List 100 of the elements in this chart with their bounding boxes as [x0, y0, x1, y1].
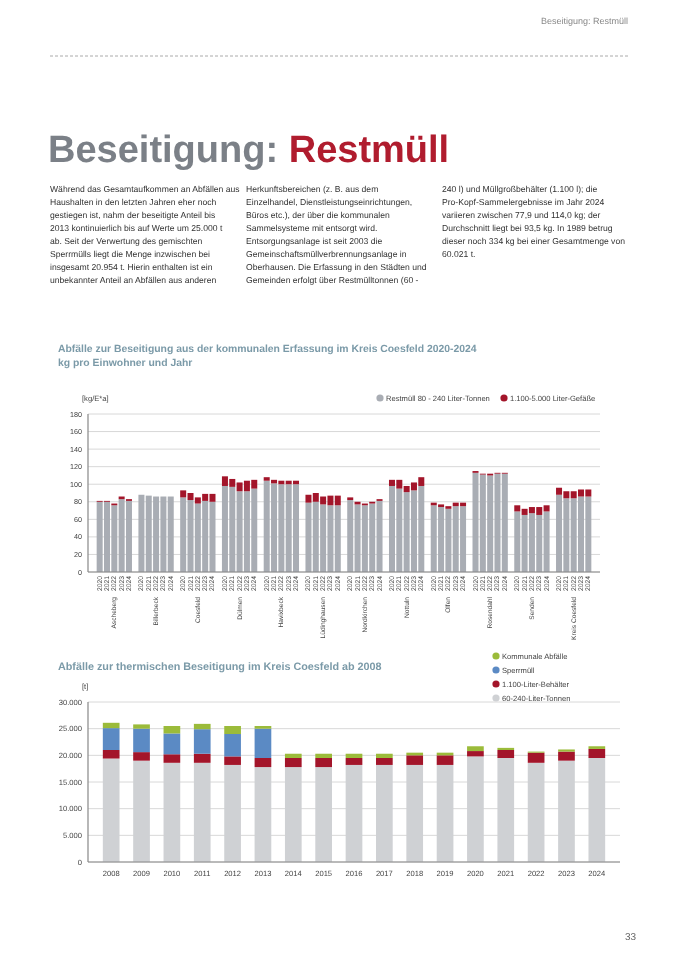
bar: [236, 482, 243, 492]
bar: [202, 500, 209, 572]
bar: [497, 750, 515, 758]
bar: [133, 728, 150, 753]
bar: [193, 723, 211, 730]
text: Beseitigung: Restmüll: [48, 130, 450, 172]
bar: [403, 492, 410, 572]
bar: [194, 497, 201, 504]
bar: [229, 478, 236, 487]
bar: [388, 485, 395, 572]
bar: [327, 505, 334, 572]
bar: [494, 473, 501, 572]
bar: [361, 505, 368, 572]
bar: [327, 495, 334, 506]
bar: [347, 500, 354, 572]
bar: [180, 490, 187, 498]
bar: [180, 497, 187, 572]
bar: [376, 758, 393, 765]
bar: [536, 507, 543, 515]
bar: [528, 513, 535, 572]
bar: [209, 501, 216, 572]
bar: [278, 484, 285, 572]
bar: [334, 505, 341, 572]
bar: [406, 755, 424, 765]
bar: [430, 505, 437, 572]
bar: [556, 487, 563, 495]
bar: [467, 751, 484, 757]
bar: [133, 752, 150, 761]
bar: [320, 504, 327, 572]
bar: [209, 493, 216, 502]
bar: [487, 475, 494, 572]
bar: [452, 506, 459, 572]
bar: [514, 511, 521, 572]
bar: [479, 474, 486, 572]
bar: [284, 758, 302, 768]
bar: [193, 753, 211, 763]
bar: [254, 728, 272, 758]
bar: [334, 495, 341, 506]
bar: [96, 501, 103, 572]
bar: [436, 755, 454, 765]
bar: [563, 491, 570, 499]
bar: [251, 479, 258, 489]
bar: [570, 498, 577, 572]
bar: [236, 491, 243, 572]
bar: [521, 514, 528, 572]
bar: [528, 507, 535, 514]
bar: [243, 491, 250, 572]
bar: [251, 488, 258, 572]
bar: [163, 733, 181, 755]
bar: [118, 499, 125, 572]
bar: [563, 498, 570, 572]
bar: [558, 751, 575, 761]
bar: [472, 472, 479, 572]
bar: [543, 511, 550, 572]
bar: [138, 494, 145, 572]
bar: [410, 490, 417, 572]
bar: [111, 505, 118, 572]
bar: [102, 722, 120, 729]
bar: [315, 758, 332, 768]
bar: [438, 507, 445, 572]
bar: [224, 756, 241, 765]
bar: [345, 758, 363, 765]
bar: [224, 734, 241, 757]
bar: [501, 473, 508, 572]
bar: [221, 476, 228, 486]
bar: [145, 495, 152, 572]
bar: [187, 493, 194, 501]
bar: [305, 502, 312, 572]
bar: [312, 493, 319, 502]
bar: [167, 496, 174, 572]
bar: [243, 480, 250, 492]
bar: [125, 500, 132, 572]
bar: [410, 482, 417, 491]
bar: [376, 500, 383, 572]
bar: [460, 506, 467, 572]
bar: [103, 501, 110, 572]
bar: [153, 496, 160, 572]
bar: [527, 752, 545, 763]
bar: [570, 491, 577, 499]
bar: [293, 484, 300, 572]
bar: [514, 505, 521, 512]
bar: [271, 483, 278, 572]
bar: [221, 485, 228, 572]
bar: [285, 484, 292, 572]
bar: [305, 494, 312, 503]
bar: [588, 748, 606, 758]
bar: [187, 500, 194, 572]
bar: [160, 496, 167, 572]
bar: [585, 489, 592, 497]
bar: [578, 496, 585, 572]
bar: [194, 503, 201, 572]
bar: [354, 504, 361, 572]
bar: [102, 728, 120, 750]
bar: [254, 758, 272, 768]
bar: [418, 477, 425, 486]
bar: [396, 479, 403, 489]
bar: [312, 501, 319, 572]
bar: [578, 489, 585, 497]
bar: [163, 754, 181, 763]
bar: [202, 493, 209, 501]
